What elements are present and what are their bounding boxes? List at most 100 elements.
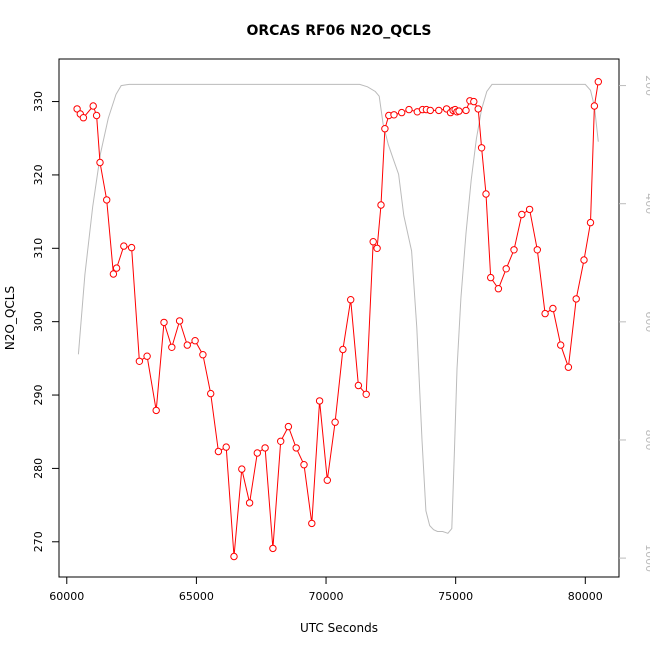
n2o-point <box>474 105 482 113</box>
n2o-point <box>323 476 331 484</box>
n2o-point <box>502 265 510 273</box>
n2o-point <box>557 341 565 349</box>
n2o-point <box>292 444 300 452</box>
n2o-point <box>572 295 580 303</box>
n2o-point <box>96 158 104 167</box>
n2o-point <box>354 381 363 390</box>
n2o-point <box>199 351 207 359</box>
n2o-point <box>183 341 192 349</box>
n2o-point <box>594 78 602 86</box>
n2o-point <box>331 418 339 426</box>
n2o-point <box>269 544 277 553</box>
y2-tick-label: 400 <box>643 193 650 214</box>
n2o-point <box>390 111 398 119</box>
n2o-point <box>426 106 434 115</box>
y-tick-label: 320 <box>32 164 45 185</box>
x-tick-label: 80000 <box>568 590 603 603</box>
x-tick-label: 75000 <box>438 590 473 603</box>
n2o-point <box>277 437 285 445</box>
y2-tick-label: 1000 <box>643 544 650 572</box>
y-tick-label: 310 <box>32 238 45 259</box>
n2o-line <box>76 81 599 557</box>
y2-tick-label: 600 <box>643 311 650 332</box>
n2o-point <box>112 264 121 272</box>
pressure-series <box>77 83 599 534</box>
n2o-point <box>308 519 316 528</box>
y-tick-label: 270 <box>32 531 45 552</box>
n2o-point <box>494 285 503 293</box>
n2o-point <box>373 244 381 253</box>
y-tick-label: 280 <box>32 458 45 479</box>
n2o-point <box>160 318 168 327</box>
n2o-point <box>405 105 413 114</box>
n2o-point <box>510 246 518 254</box>
n2o-point <box>120 242 128 250</box>
n2o-point <box>103 196 111 204</box>
n2o-point <box>369 238 377 246</box>
n2o-point <box>127 243 136 252</box>
n2o-point <box>580 256 588 264</box>
n2o-point <box>92 111 101 120</box>
n2o-point <box>152 406 160 415</box>
plot-frame <box>58 58 620 578</box>
y2-tick-label: 200 <box>643 75 650 96</box>
n2o-point <box>398 108 406 117</box>
n2o-point <box>564 363 573 371</box>
n2o-point <box>135 357 144 365</box>
y-axis-label: N2O_QCLS <box>3 286 17 350</box>
x-tick-label: 60000 <box>49 590 84 603</box>
pressure-line <box>77 83 599 534</box>
y-tick-label: 290 <box>32 385 45 406</box>
n2o-point <box>207 389 215 398</box>
n2o-point <box>238 465 246 473</box>
y-axis: 270 280 290 300 310 320 330 <box>32 91 59 552</box>
n2o-point <box>230 552 238 561</box>
x-tick-label: 65000 <box>179 590 214 603</box>
y2-tick-label: 800 <box>643 429 650 450</box>
n2o-series <box>73 78 602 561</box>
n2o-point <box>109 270 118 278</box>
x-axis: 60000 65000 70000 75000 80000 <box>49 577 603 603</box>
n2o-point <box>487 273 495 282</box>
n2o-point <box>261 444 269 452</box>
n2o-point <box>455 107 463 115</box>
n2o-point <box>533 246 541 254</box>
n2o-point <box>89 102 97 110</box>
n2o-point <box>245 499 254 507</box>
n2o-point <box>477 144 486 152</box>
x-tick-label: 70000 <box>309 590 344 603</box>
n2o-point <box>586 218 595 227</box>
n2o-point <box>175 317 184 325</box>
n2o-point <box>300 461 308 469</box>
n2o-point <box>381 125 389 133</box>
y2-axis: 200 400 600 800 1000 <box>619 75 650 572</box>
n2o-point <box>222 443 230 451</box>
n2o-point <box>435 106 443 115</box>
n2o-point <box>462 106 470 115</box>
n2o-point <box>214 447 223 456</box>
n2o-point <box>143 352 151 360</box>
n2o-point <box>377 201 385 209</box>
n2o-point <box>362 390 370 398</box>
n2o-point <box>315 397 324 405</box>
chart-title: ORCAS RF06 N2O_QCLS <box>247 23 432 39</box>
n2o-point <box>191 337 199 345</box>
n2o-point <box>549 304 557 313</box>
n2o-point <box>347 296 355 304</box>
y-tick-label: 330 <box>32 91 45 112</box>
n2o-point <box>470 97 478 106</box>
n2o-point <box>482 190 490 198</box>
n2o-point <box>339 345 347 354</box>
n2o-point <box>541 309 549 318</box>
n2o-point <box>168 343 176 351</box>
n2o-point <box>518 210 526 219</box>
n2o-point <box>590 102 599 110</box>
n2o-point <box>79 114 88 122</box>
x-axis-label: UTC Seconds <box>300 621 378 635</box>
n2o-point <box>284 422 293 431</box>
n2o-point <box>525 205 534 214</box>
n2o-point <box>73 105 81 113</box>
n2o-point <box>253 449 261 457</box>
y-tick-label: 300 <box>32 311 45 332</box>
